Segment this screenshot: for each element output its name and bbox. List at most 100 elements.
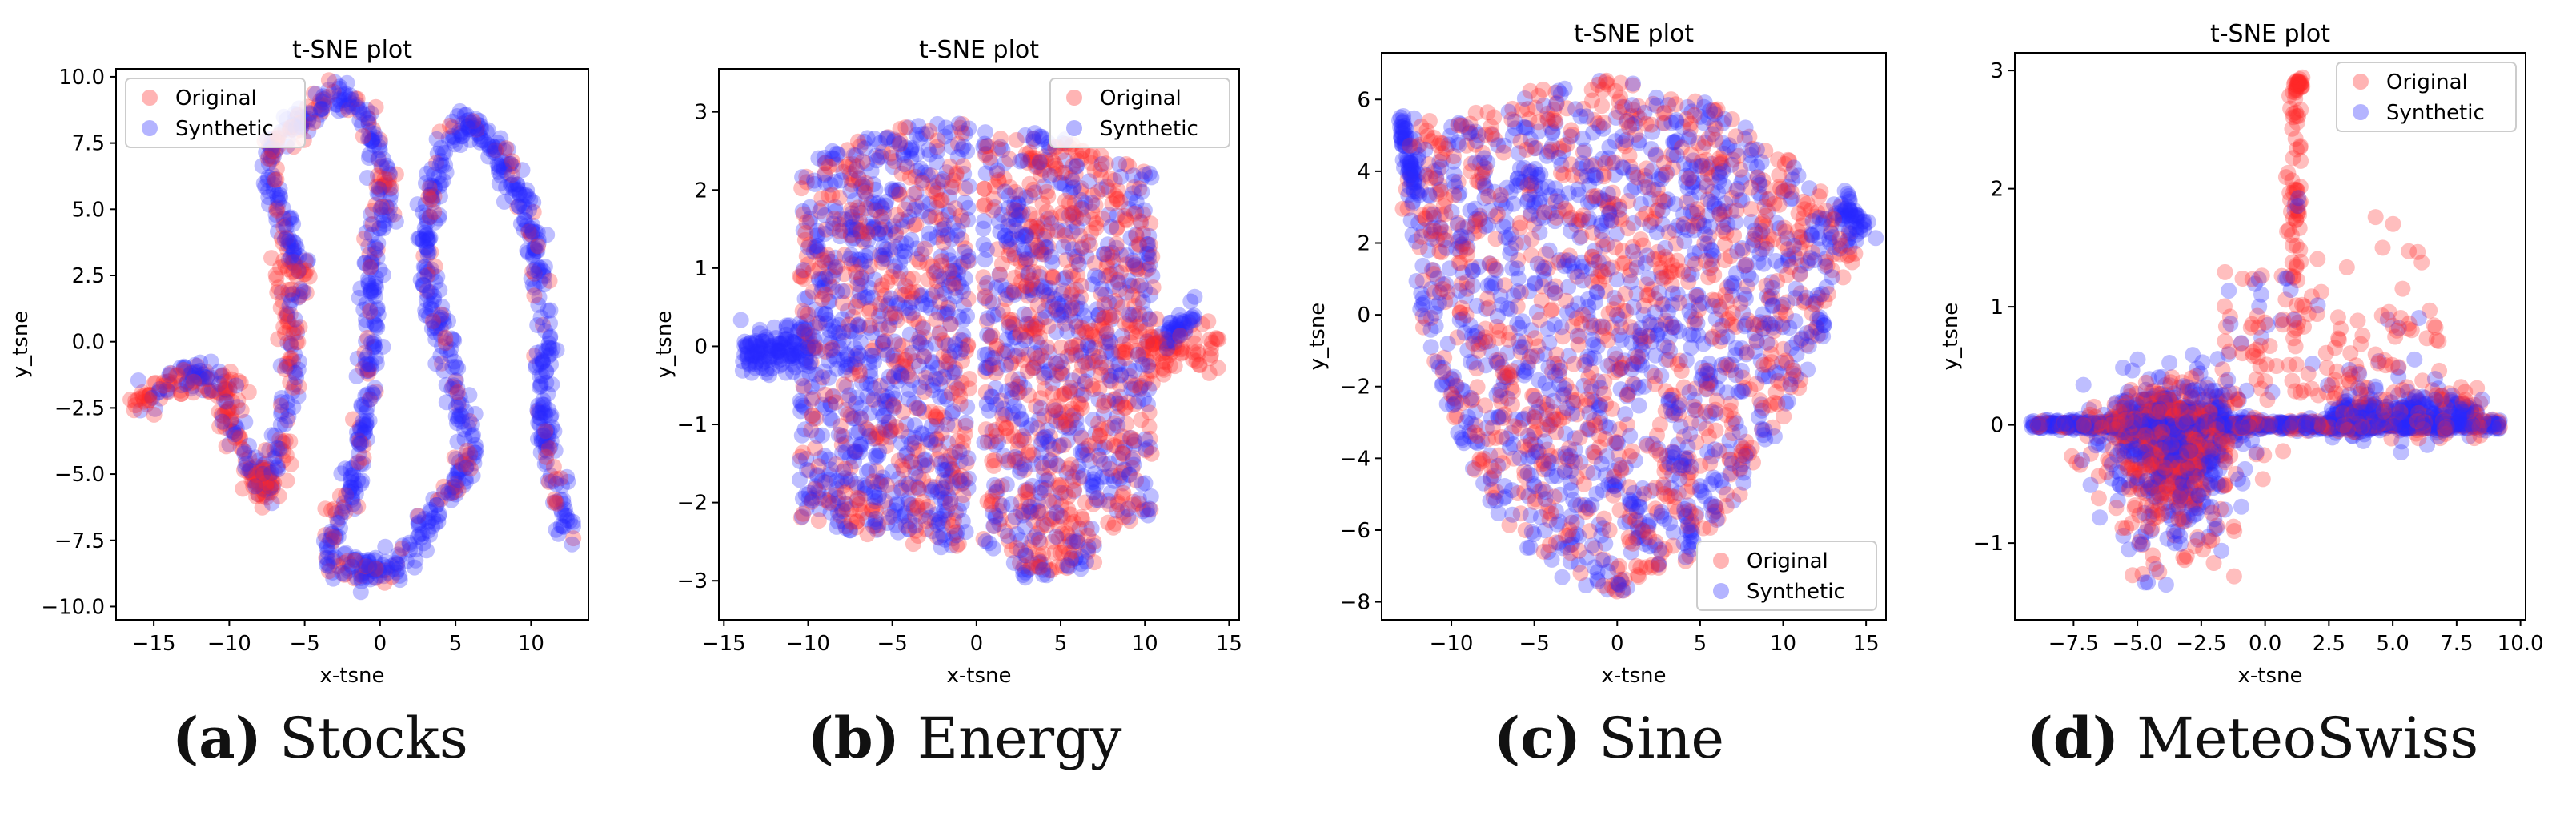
point-synthetic bbox=[353, 396, 370, 413]
point-synthetic bbox=[1017, 227, 1034, 243]
point-original bbox=[221, 400, 238, 417]
point-original bbox=[1025, 181, 1041, 198]
point-original bbox=[1066, 481, 1083, 498]
point-original bbox=[1202, 331, 1218, 348]
point-original bbox=[1017, 484, 1034, 500]
point-synthetic bbox=[1140, 507, 1157, 524]
point-original bbox=[264, 480, 280, 496]
point-synthetic bbox=[374, 179, 391, 195]
point-synthetic bbox=[363, 561, 380, 577]
point-synthetic bbox=[345, 460, 362, 476]
point-original bbox=[367, 196, 384, 213]
point-original bbox=[1007, 381, 1024, 397]
point-synthetic bbox=[764, 338, 780, 354]
point-synthetic bbox=[281, 298, 298, 315]
point-original bbox=[326, 500, 343, 517]
point-original bbox=[288, 320, 305, 336]
point-original bbox=[857, 184, 874, 201]
point-synthetic bbox=[874, 469, 891, 486]
point-synthetic bbox=[530, 263, 547, 279]
point-synthetic bbox=[417, 302, 434, 319]
point-synthetic bbox=[432, 327, 449, 344]
point-synthetic bbox=[177, 359, 194, 376]
point-synthetic bbox=[446, 353, 463, 370]
point-synthetic bbox=[806, 332, 823, 349]
point-synthetic bbox=[870, 308, 887, 324]
point-original bbox=[275, 252, 292, 269]
point-synthetic bbox=[1057, 222, 1073, 239]
point-synthetic bbox=[792, 315, 809, 332]
point-original bbox=[804, 283, 821, 300]
point-synthetic bbox=[837, 362, 854, 379]
point-original bbox=[837, 518, 854, 535]
point-original bbox=[1053, 388, 1070, 404]
point-original bbox=[1023, 315, 1040, 332]
point-original bbox=[282, 306, 299, 323]
point-original bbox=[883, 421, 900, 438]
point-synthetic bbox=[469, 116, 486, 133]
point-original bbox=[234, 441, 251, 458]
point-synthetic bbox=[448, 415, 465, 432]
point-synthetic bbox=[451, 408, 467, 425]
point-synthetic bbox=[418, 175, 434, 191]
point-original bbox=[1057, 484, 1074, 501]
point-original bbox=[1009, 440, 1026, 457]
point-original bbox=[903, 496, 920, 513]
point-synthetic bbox=[273, 394, 290, 411]
point-synthetic bbox=[1186, 288, 1203, 305]
point-original bbox=[1518, 141, 1535, 158]
point-original bbox=[933, 483, 949, 500]
point-original bbox=[1116, 344, 1133, 361]
point-original bbox=[955, 487, 972, 504]
point-original bbox=[540, 440, 557, 456]
point-synthetic bbox=[351, 101, 367, 118]
point-original bbox=[1069, 248, 1086, 264]
point-synthetic bbox=[283, 292, 300, 309]
point-original bbox=[867, 339, 884, 356]
point-synthetic bbox=[451, 123, 468, 139]
point-synthetic bbox=[1017, 482, 1034, 499]
point-original bbox=[832, 418, 849, 435]
point-synthetic bbox=[1065, 179, 1081, 196]
point-original bbox=[1006, 269, 1023, 286]
point-synthetic bbox=[195, 382, 211, 399]
point-synthetic bbox=[1020, 561, 1037, 578]
point-synthetic bbox=[929, 181, 946, 198]
point-synthetic bbox=[867, 511, 884, 527]
point-synthetic bbox=[544, 419, 560, 436]
point-original bbox=[258, 489, 275, 506]
point-synthetic bbox=[315, 90, 332, 107]
point-synthetic bbox=[931, 324, 948, 341]
point-original bbox=[811, 260, 828, 277]
point-original bbox=[1087, 340, 1103, 356]
point-synthetic bbox=[538, 374, 555, 391]
point-original bbox=[1084, 326, 1101, 343]
point-synthetic bbox=[158, 381, 175, 398]
point-synthetic bbox=[876, 205, 893, 222]
point-synthetic bbox=[929, 154, 945, 171]
point-original bbox=[317, 500, 334, 517]
point-original bbox=[218, 438, 235, 455]
point-synthetic bbox=[945, 449, 962, 466]
point-original bbox=[552, 470, 569, 487]
point-synthetic bbox=[471, 128, 488, 145]
point-original bbox=[279, 261, 296, 278]
point-original bbox=[260, 461, 277, 477]
point-original bbox=[1125, 496, 1142, 513]
point-synthetic bbox=[1016, 380, 1033, 396]
point-synthetic bbox=[942, 124, 959, 141]
point-original bbox=[198, 364, 215, 380]
point-synthetic bbox=[414, 232, 431, 249]
point-synthetic bbox=[898, 416, 915, 432]
point-synthetic bbox=[363, 253, 379, 270]
point-synthetic bbox=[1071, 521, 1088, 537]
point-original bbox=[1008, 203, 1025, 219]
point-original bbox=[350, 498, 367, 515]
chart-title: t-SNE plot bbox=[292, 36, 412, 64]
point-synthetic bbox=[363, 356, 379, 372]
x-axis-label: x-tsne bbox=[947, 664, 1012, 688]
point-synthetic bbox=[358, 316, 375, 333]
point-synthetic bbox=[917, 451, 933, 468]
point-original bbox=[279, 412, 296, 428]
point-original bbox=[161, 373, 177, 390]
